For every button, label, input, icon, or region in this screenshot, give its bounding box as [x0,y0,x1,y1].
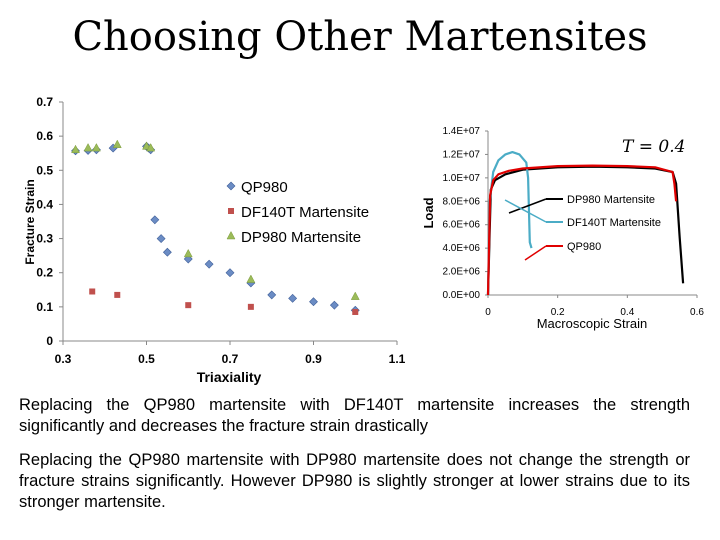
y-axis-title: Load [421,197,436,228]
data-point [156,234,166,243]
x-tick-label: 0.6 [690,307,704,318]
y-axis-title: Fracture Strain [23,179,37,264]
y-tick-label: 0 [46,334,53,348]
series-dp980-martensite [71,139,360,300]
fracture-strain-chart: 0 0.1 0.2 0.3 0.4 0.5 0.6 0.7 0.3 0.5 0.7 0.9 1.1 Tri… [23,95,406,385]
legend-leader [524,245,547,261]
annotation-label: T = 0.4 [622,137,685,157]
y-tick-label: 1.0E+07 [442,173,480,184]
data-point [150,215,160,225]
y-tick-label: 2.0E+06 [442,267,480,278]
x-tick-label: 1.1 [389,352,406,366]
y-tick-label: 6.0E+06 [442,220,480,231]
data-point [225,268,235,278]
x-tick-label: 0.7 [222,352,239,366]
x-tick-label: 0.2 [551,307,565,318]
y-tick-label: 4.0E+06 [442,243,480,254]
data-point [89,288,96,295]
y-tick-label: 0.3 [36,232,53,246]
data-point [204,259,214,269]
data-point [288,293,298,303]
x-tick-label: 0.3 [55,352,72,366]
data-point [350,291,360,300]
load-strain-chart: 0.0E+00 2.0E+06 4.0E+06 6.0E+06 8.0E+06 1.0E+… [421,126,704,331]
y-tick-label: 0.1 [36,300,53,314]
paragraph-2: Replacing the QP980 martensite with DP98… [19,451,690,511]
legend-label: DP980 Martensite [567,194,655,206]
legend-label: QP980 [567,241,601,253]
x-tick-label: 0 [485,307,491,318]
y-tick-label: 0.0E+00 [442,290,480,301]
y-tick-label: 0.5 [36,163,53,177]
x-axis-title: Triaxiality [197,369,262,385]
legend-marker [228,208,234,214]
legend-marker [226,181,236,191]
paragraph-1: Replacing the QP980 martensite with DF14… [19,396,690,435]
legend-leader [504,199,547,223]
legend-marker [226,230,236,240]
data-point [352,308,359,315]
y-tick-label: 1.4E+07 [442,126,480,137]
x-tick-label: 0.9 [305,352,322,366]
data-point [247,303,254,310]
data-point [162,247,172,257]
legend-leader [508,198,547,214]
y-tick-label: 0.6 [36,129,53,143]
y-tick-label: 1.2E+07 [442,149,480,160]
x-axis-title: Macroscopic Strain [537,316,648,331]
data-point [71,144,80,154]
x-tick-label: 0.4 [620,307,634,318]
data-point [329,300,339,310]
data-point [185,302,192,309]
data-point [91,143,101,152]
data-point [183,254,193,264]
slide-title: Choosing Other Martensites [72,14,648,60]
legend-label: DF140T Martensite [567,217,661,229]
x-tick-label: 0.5 [138,352,155,366]
data-point [146,143,156,152]
y-tick-label: 0.7 [36,95,53,109]
legend-label: DF140T Martensite [241,204,369,221]
data-point [83,143,93,152]
series-line-qp980 [486,164,678,296]
y-tick-label: 0.2 [36,266,53,280]
y-tick-label: 8.0E+06 [442,196,480,207]
data-point [183,248,193,258]
series-df140t-martensite [89,288,359,315]
series-line-dp980-martensite [486,165,685,296]
data-point [267,290,277,300]
data-point [246,274,256,283]
data-point [309,297,318,307]
data-point [114,291,121,298]
legend-label: QP980 [241,179,288,196]
data-point [112,139,122,148]
y-tick-label: 0.4 [36,197,53,211]
legend-label: DP980 Martensite [241,229,361,246]
